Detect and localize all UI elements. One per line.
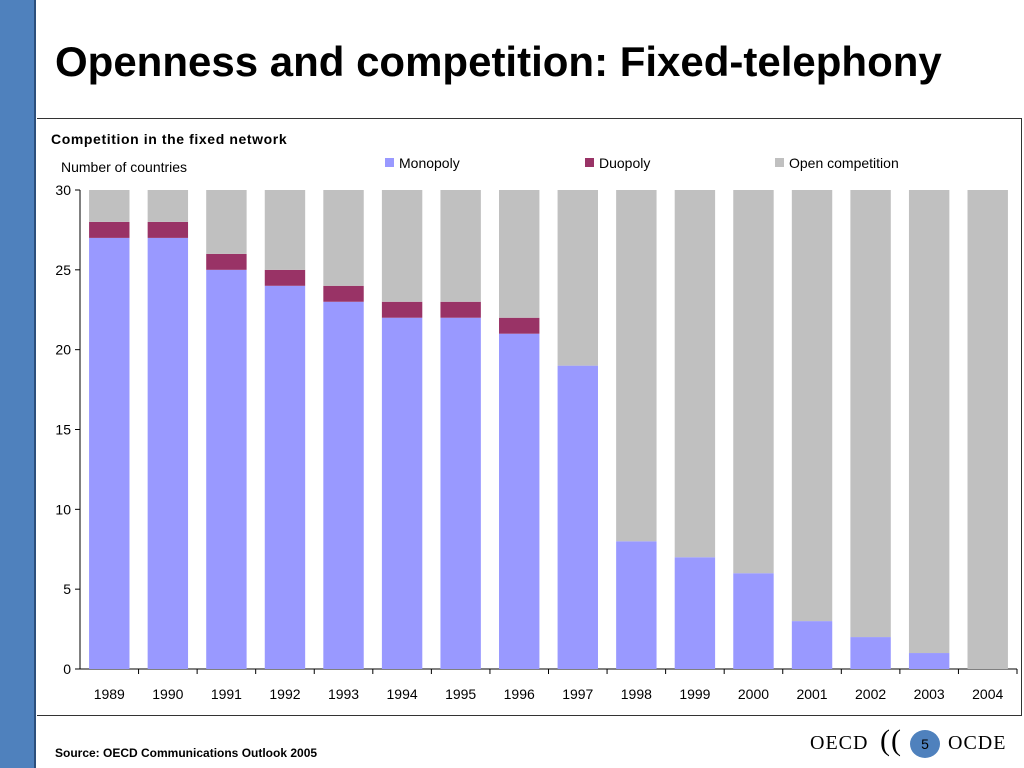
y-tick-label: 20 (55, 342, 71, 358)
bar-open-competition (499, 190, 540, 318)
bar-monopoly (89, 237, 130, 669)
legend-label: Duopoly (599, 155, 650, 171)
x-tick-label: 1996 (504, 686, 535, 702)
source-note: Source: OECD Communications Outlook 2005 (55, 746, 318, 760)
y-tick-label: 10 (55, 501, 71, 517)
bar-duopoly (206, 253, 247, 270)
legend-swatch (385, 158, 394, 167)
bar-monopoly (264, 285, 306, 669)
bar-open-competition (733, 190, 774, 574)
plot-area: 0 5 10 15 20 25 30 1989 1990 1991 1992 1993 1994 1995… (55, 182, 1018, 702)
bar-monopoly (147, 237, 189, 669)
logo-symbol-icon: (( (880, 724, 902, 757)
y-tick-label: 15 (55, 422, 71, 438)
x-tick-label: 1999 (679, 686, 710, 702)
bar-monopoly (850, 637, 891, 669)
y-tick-label: 0 (63, 661, 71, 677)
logo-text-ocde: OCDE (948, 732, 1007, 754)
legend-swatch (775, 158, 784, 167)
bar-duopoly (499, 317, 540, 334)
bar-open-competition (264, 190, 306, 270)
bar-open-competition (206, 190, 247, 254)
x-tick-label: 1993 (328, 686, 359, 702)
legend-label: Monopoly (399, 155, 460, 171)
bar-open-competition (674, 190, 716, 558)
bar-duopoly (89, 221, 130, 238)
bar-open-competition (323, 190, 364, 286)
bar-open-competition (850, 190, 891, 638)
bar-open-competition (791, 190, 833, 622)
slide-title: Openness and competition: Fixed-telephon… (55, 38, 942, 85)
chart: Competition in the fixed network Number … (51, 131, 1018, 702)
bar-open-competition (616, 190, 657, 542)
oecd-logo: OECD (( 5 OCDE (806, 724, 1018, 762)
x-tick-label: 1989 (94, 686, 125, 702)
bar-monopoly (323, 301, 364, 669)
chart-frame: Competition in the fixed network Number … (37, 118, 1022, 716)
logo-text-oecd: OECD (810, 732, 869, 754)
bar-open-competition (557, 190, 598, 366)
x-tick-label: 1990 (152, 686, 183, 702)
legend-label: Open competition (789, 155, 899, 171)
bar-monopoly (206, 269, 247, 669)
x-tick-label: 2001 (796, 686, 827, 702)
x-tick-label: 1998 (621, 686, 652, 702)
bar-duopoly (323, 285, 364, 302)
bar-monopoly (674, 557, 716, 669)
bar-open-competition (89, 190, 130, 222)
bar-duopoly (147, 221, 189, 238)
bar-monopoly (733, 573, 774, 669)
bar-monopoly (616, 541, 657, 669)
bar-open-competition (440, 190, 481, 302)
bar-open-competition (967, 190, 1008, 669)
legend: Monopoly Duopoly Open competition (385, 155, 899, 171)
chart-title: Competition in the fixed network (51, 131, 287, 147)
bar-monopoly (499, 333, 540, 669)
bar-monopoly (557, 365, 598, 669)
x-tick-label: 1997 (562, 686, 593, 702)
x-tick-label: 1994 (387, 686, 418, 702)
x-tick-label: 2004 (972, 686, 1003, 702)
sidebar-bar (0, 0, 36, 768)
y-tick-label: 5 (63, 581, 71, 597)
y-tick-label: 30 (55, 182, 71, 198)
x-tick-label: 2000 (738, 686, 769, 702)
x-tick-label: 1995 (445, 686, 476, 702)
page-number: 5 (910, 730, 940, 758)
bar-open-competition (908, 190, 950, 654)
bar-monopoly (908, 653, 950, 669)
bar-duopoly (381, 301, 423, 318)
y-tick-label: 25 (55, 262, 71, 278)
bar-duopoly (264, 269, 306, 286)
y-axis-label: Number of countries (61, 159, 187, 175)
x-tick-label: 2002 (855, 686, 886, 702)
bar-monopoly (440, 317, 481, 669)
x-tick-label: 1992 (269, 686, 300, 702)
x-tick-label: 1991 (211, 686, 242, 702)
bar-duopoly (440, 301, 481, 318)
x-tick-label: 2003 (914, 686, 945, 702)
bar-monopoly (791, 621, 833, 669)
bar-open-competition (147, 190, 189, 222)
legend-swatch (585, 158, 594, 167)
bar-open-competition (381, 190, 423, 302)
bar-monopoly (381, 317, 423, 669)
